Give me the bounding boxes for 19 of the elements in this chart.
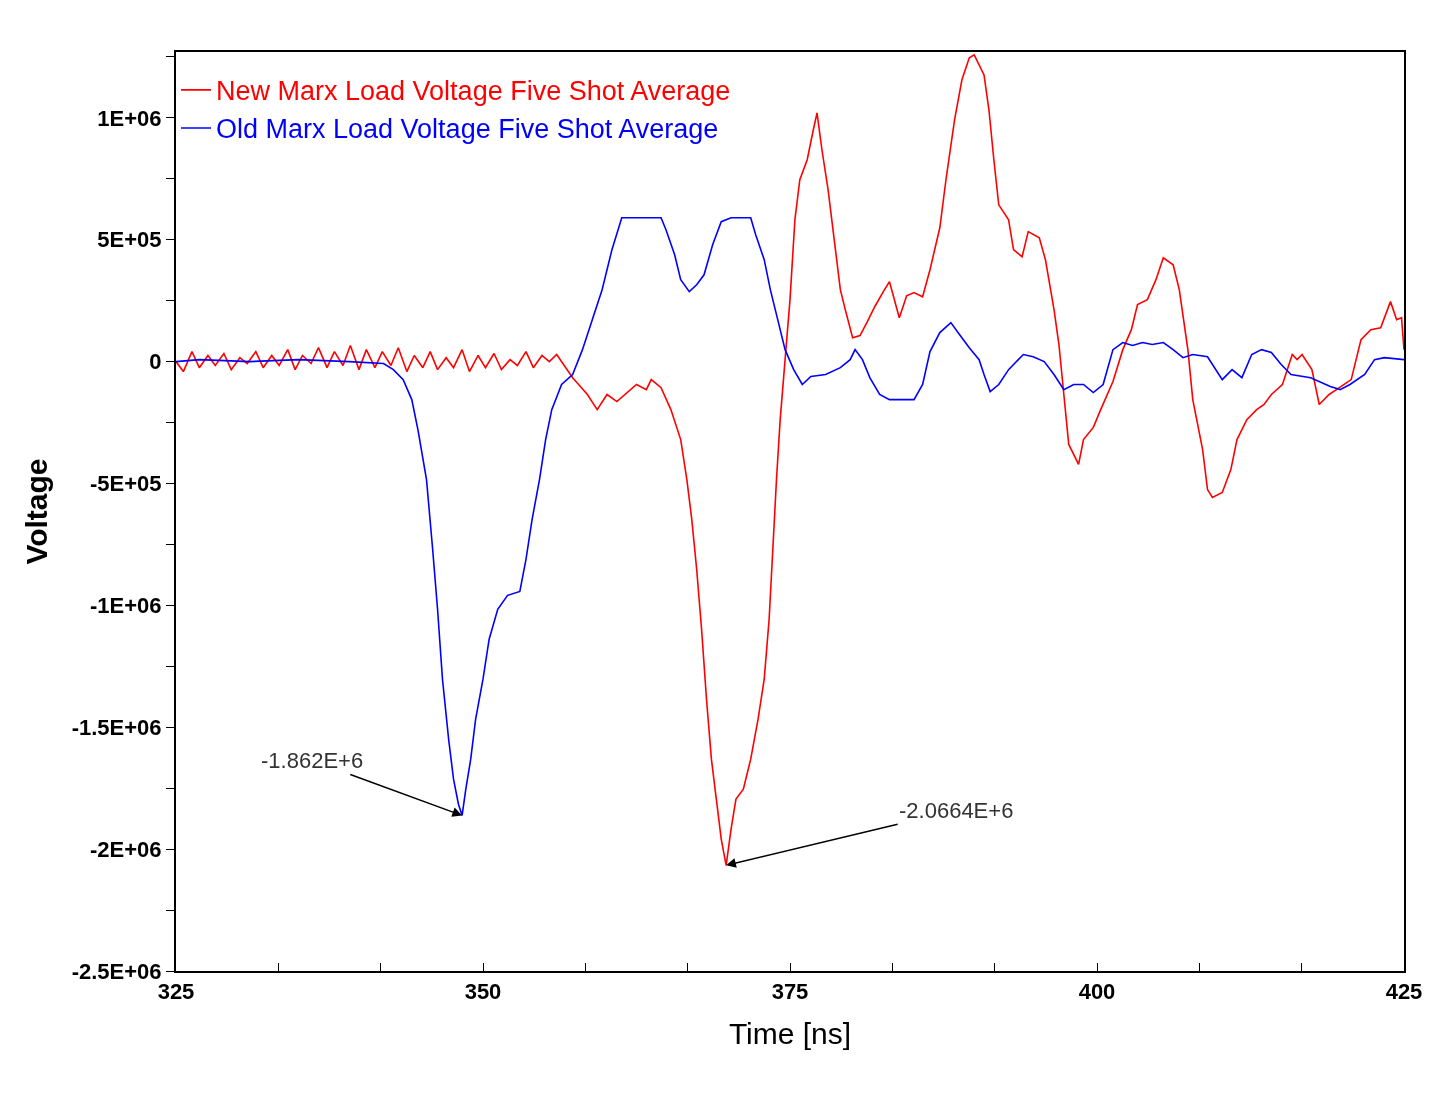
legend-label: Old Marx Load Voltage Five Shot Average xyxy=(216,114,719,145)
x-axis-title: Time [ns] xyxy=(728,1017,852,1051)
y-tick-label: -2E+06 xyxy=(90,836,162,862)
y-tick-label: -1E+06 xyxy=(90,593,162,619)
line-series xyxy=(176,54,1404,867)
y-axis-title: Voltage xyxy=(20,458,54,565)
legend-label: New Marx Load Voltage Five Shot Average xyxy=(216,76,731,107)
x-tick-label: 400 xyxy=(1078,979,1116,1005)
y-tick-label: -1.5E+06 xyxy=(71,714,162,740)
y-tick-label: 0 xyxy=(149,349,162,375)
y-tick-label: 1E+06 xyxy=(97,105,162,131)
annotation: -1.862E+6 xyxy=(261,748,364,773)
annotation: -2.0664E+6 xyxy=(899,798,1014,823)
y-tick-label: -5E+05 xyxy=(90,471,162,497)
x-tick-label: 425 xyxy=(1385,979,1423,1005)
x-tick-label: 375 xyxy=(771,979,809,1005)
x-tick-label: 350 xyxy=(464,979,502,1005)
line-series xyxy=(176,216,1404,817)
y-tick-label: 5E+05 xyxy=(97,227,162,253)
